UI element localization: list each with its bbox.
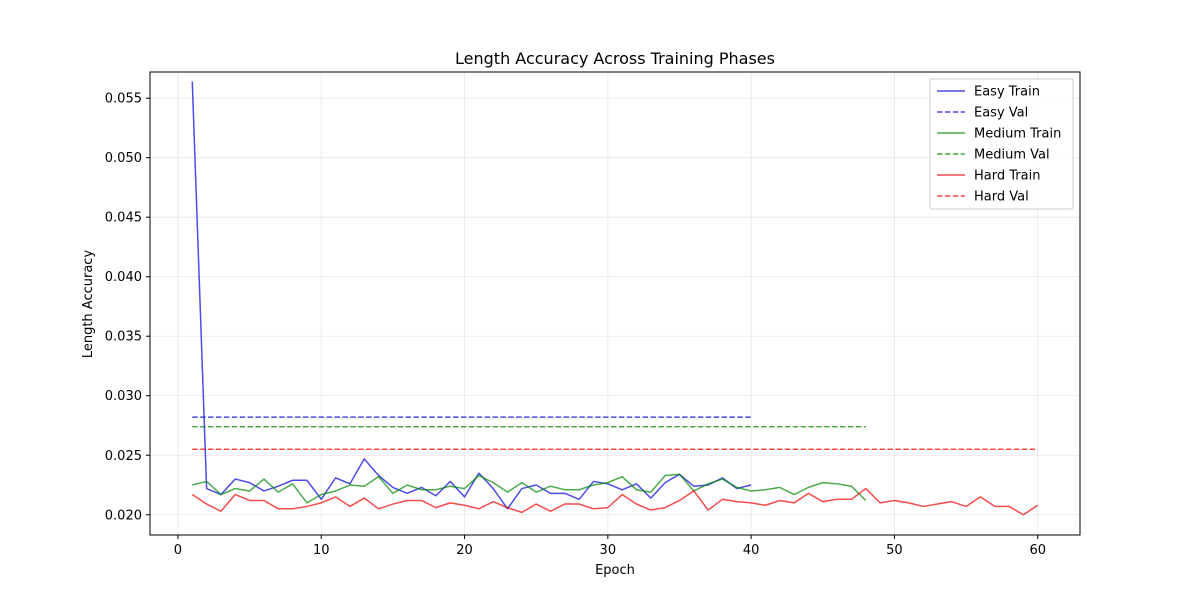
legend-label-easy-val: Easy Val [974, 106, 1028, 121]
x-tick-label: 50 [886, 543, 903, 558]
legend-label-medium-val: Medium Val [974, 148, 1050, 163]
y-tick-label: 0.040 [105, 270, 142, 285]
series-line-hard-train [191, 487, 1039, 516]
legend: Easy Train Easy Val Medium Train Medium Val… [929, 78, 1074, 210]
legend-label-easy-train: Easy Train [974, 85, 1040, 100]
axis-layer: 0 10 20 30 40 50 60 0.020 0.025 0.030 0.035 0.040 0.… [105, 92, 1046, 558]
series-line-easy-train [191, 81, 752, 510]
x-tick-label: 60 [1029, 543, 1046, 558]
x-tick-label: 40 [743, 543, 760, 558]
legend-frame [929, 78, 1074, 210]
y-axis-title: Length Accuracy [81, 250, 96, 359]
y-tick-label: 0.050 [105, 151, 142, 166]
legend-label-hard-train: Hard Train [974, 169, 1040, 184]
series-line-medium-train [192, 473, 867, 504]
x-tick-label: 20 [456, 543, 473, 558]
chart-title: Length Accuracy Across Training Phases [455, 49, 775, 68]
x-tick-label: 0 [174, 543, 182, 558]
y-tick-label: 0.025 [105, 449, 142, 464]
y-tick-label: 0.020 [105, 508, 142, 523]
y-tick-label: 0.030 [105, 389, 142, 404]
y-tick-label: 0.045 [105, 211, 142, 226]
y-tick-label: 0.055 [105, 92, 142, 107]
grid-layer [150, 72, 1080, 535]
series-layer [191, 81, 1039, 516]
x-tick-label: 30 [600, 543, 617, 558]
plot-area-frame [149, 71, 1081, 536]
legend-label-hard-val: Hard Val [974, 190, 1029, 205]
y-tick-label: 0.035 [105, 330, 142, 345]
legend-label-medium-train: Medium Train [974, 127, 1061, 142]
x-tick-label: 10 [313, 543, 330, 558]
x-axis-title: Epoch [595, 563, 635, 578]
